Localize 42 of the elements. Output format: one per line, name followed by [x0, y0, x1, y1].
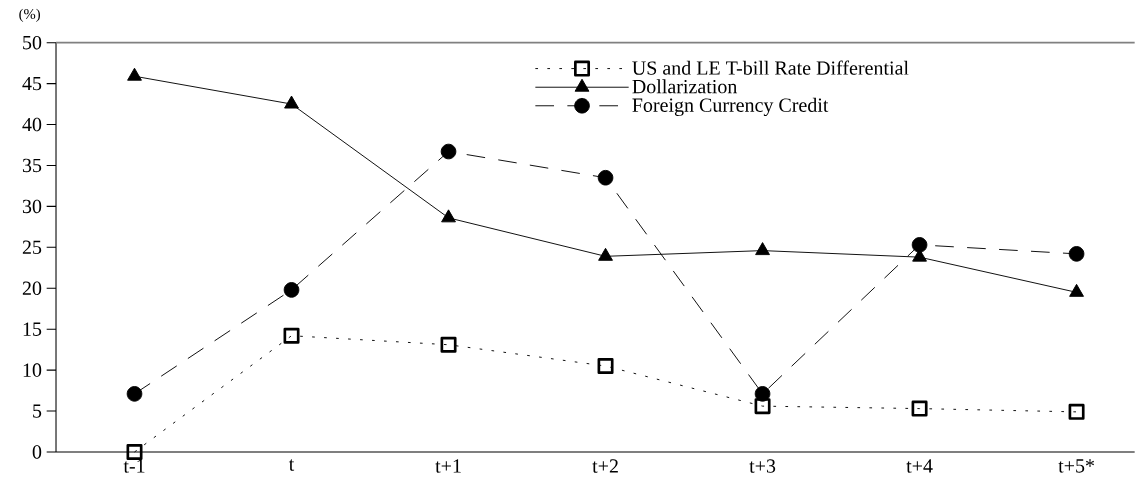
y-axis-title: (%): [19, 8, 40, 22]
x-tick-label: t+2: [592, 459, 618, 473]
y-tick-label: 20: [22, 281, 42, 295]
point: [598, 247, 613, 261]
point: [126, 443, 143, 460]
y-tick-label: 10: [23, 363, 42, 377]
point: [126, 386, 143, 402]
y-tick-label: 25: [22, 240, 42, 255]
point: [755, 242, 770, 256]
x-tick-label: t+1: [435, 459, 461, 473]
y-tick-label: 0: [32, 445, 42, 459]
point: [283, 282, 300, 298]
point: [754, 386, 771, 402]
x-tick-label: t+3: [749, 459, 776, 473]
y-tick-label: 35: [22, 158, 42, 173]
point: [597, 169, 614, 186]
y-tick-label: 40: [22, 117, 42, 132]
x-tick-label: t: [288, 459, 295, 471]
legend-label: Dollarization: [632, 79, 738, 94]
point: [440, 336, 457, 353]
legend-label: Foreign Currency Credit: [632, 97, 829, 117]
y-tick-label: 30: [22, 199, 42, 214]
point: [1068, 403, 1085, 420]
y-tick-label: 45: [22, 76, 42, 91]
point: [1069, 283, 1084, 297]
y-tick-label: 15: [23, 322, 42, 336]
point: [283, 327, 300, 344]
x-tick-label: t+4: [906, 459, 933, 473]
point: [440, 143, 457, 160]
y-tick-label: 5: [33, 404, 42, 418]
point: [1068, 246, 1085, 262]
x-tick-label: t+5*: [1058, 459, 1095, 473]
point: [127, 67, 142, 81]
point: [441, 209, 456, 223]
point: [284, 95, 299, 109]
point: [911, 400, 928, 417]
point: [911, 237, 928, 253]
point: [597, 358, 614, 375]
point: [754, 398, 771, 415]
legend-label: US and LE T-bill Rate Differential: [632, 60, 909, 75]
y-tick-label: 50: [23, 35, 42, 50]
x-tick-label: t-1: [123, 459, 145, 473]
